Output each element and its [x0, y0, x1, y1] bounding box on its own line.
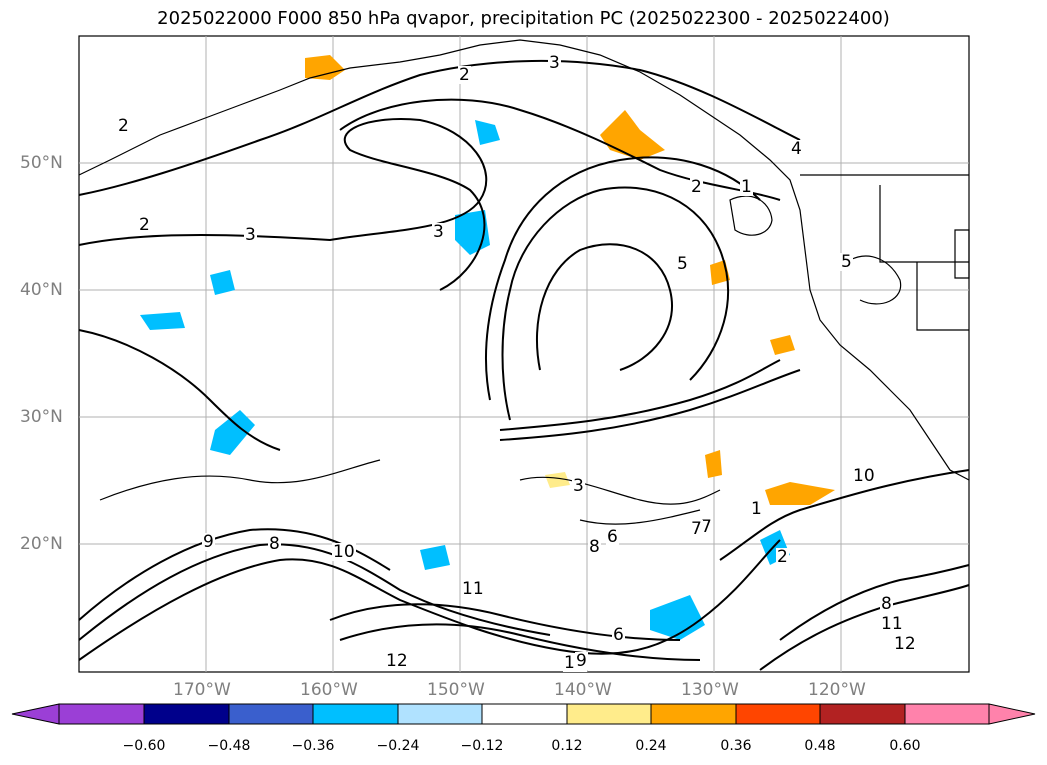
colorbar-tick-label: −0.48	[207, 738, 251, 754]
colorbar-tick-label: −0.24	[376, 738, 420, 754]
lat-label: 30°N	[20, 407, 63, 427]
contour-label: 3	[244, 225, 257, 245]
contour-label: 9	[202, 532, 215, 552]
precip-blob	[650, 595, 705, 640]
lon-label: 170°W	[173, 680, 231, 700]
precip-blob	[765, 482, 835, 505]
lon-label: 120°W	[808, 680, 866, 700]
precip-blob	[475, 120, 500, 145]
precip-shading	[140, 55, 835, 640]
colorbar-swatch	[481, 703, 568, 725]
colorbar-swatch	[819, 703, 906, 725]
contour-label: 2	[776, 547, 789, 567]
contour-label: 4	[790, 139, 803, 159]
contour-label: 2	[117, 116, 130, 136]
contour-label: 6	[606, 527, 619, 547]
contour-label: 2	[690, 177, 703, 197]
contour-label: 1	[750, 499, 763, 519]
precip-blob	[305, 55, 345, 80]
precip-blob	[705, 450, 722, 478]
colorbar-swatch	[735, 703, 821, 725]
contour-label: 11	[461, 579, 485, 599]
precip-blob	[140, 312, 185, 330]
contour-label: 7	[700, 517, 713, 537]
colorbar-tick-label: 0.48	[804, 738, 836, 754]
contour-label: 11	[880, 614, 904, 634]
colorbar-swatch	[228, 703, 314, 725]
contour-label: 7	[690, 519, 703, 539]
precip-blob	[210, 270, 235, 295]
contour-label: 3	[548, 53, 561, 73]
contour-label: 8	[880, 594, 893, 614]
coastlines	[78, 39, 970, 481]
lat-label: 40°N	[20, 280, 63, 300]
precip-blob	[545, 472, 570, 488]
contour-label: 6	[612, 625, 625, 645]
contour-label: 3	[432, 222, 445, 242]
colorbar-swatch	[312, 703, 399, 725]
colorbar-tick-label: −0.36	[291, 738, 335, 754]
colorbar-tick-label: 0.60	[889, 738, 921, 754]
contour-label: 10	[852, 466, 876, 486]
contour-label: 8	[588, 537, 601, 557]
contour-label: 12	[893, 634, 917, 654]
contour-label: 3	[572, 476, 585, 496]
contour-label: 9	[575, 651, 588, 671]
lat-label: 50°N	[20, 153, 63, 173]
colorbar-swatch	[143, 703, 230, 725]
colorbar-tick-label: 0.24	[635, 738, 667, 754]
contour-label: 5	[840, 252, 853, 272]
contour-label: 10	[332, 542, 356, 562]
lon-label: 140°W	[554, 680, 612, 700]
graticule	[79, 36, 969, 672]
contour-label: 2	[458, 65, 471, 85]
colorbar-tick-label: −0.12	[460, 738, 504, 754]
contour-label: 1	[740, 177, 753, 197]
colorbar-swatch	[58, 703, 145, 725]
colorbar-swatch	[397, 703, 483, 725]
colorbar-tick-label: 0.36	[720, 738, 752, 754]
colorbar	[11, 703, 1036, 725]
colorbar-tick-label: −0.60	[122, 738, 166, 754]
colorbar-swatch	[11, 703, 60, 725]
colorbar-tick-label: 0.12	[551, 738, 583, 754]
colorbar-swatch	[988, 703, 1036, 725]
lon-label: 130°W	[681, 680, 739, 700]
lon-label: 150°W	[427, 680, 485, 700]
lon-label: 160°W	[300, 680, 358, 700]
lat-label: 20°N	[20, 534, 63, 554]
colorbar-swatch	[904, 703, 990, 725]
contour-label: 8	[268, 534, 281, 554]
precip-blob	[770, 335, 795, 355]
qvapor-contours-minor	[99, 195, 902, 525]
colorbar-swatch	[650, 703, 737, 725]
precip-blob	[210, 410, 255, 455]
contour-label: 2	[138, 215, 151, 235]
precip-blob	[420, 545, 450, 570]
plot-frame	[78, 35, 970, 673]
map-title: 2025022000 F000 850 hPa qvapor, precipit…	[157, 8, 890, 29]
contour-label: 5	[676, 254, 689, 274]
contour-label: 12	[385, 651, 409, 671]
colorbar-swatch	[566, 703, 652, 725]
